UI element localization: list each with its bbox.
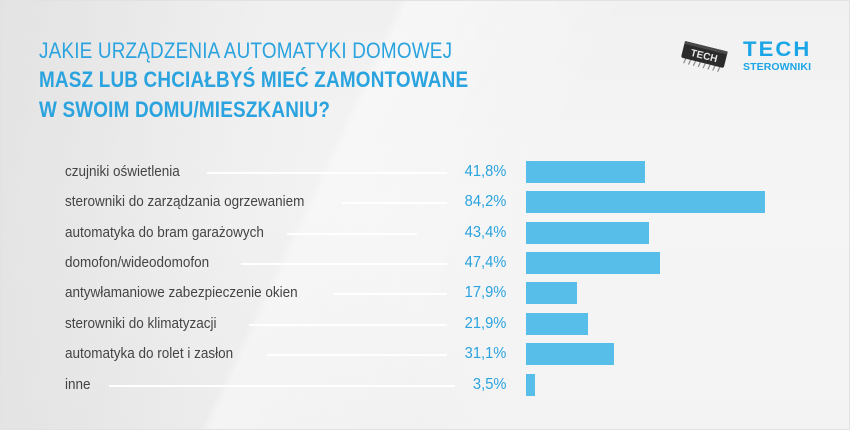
leader-line	[109, 385, 455, 387]
title-line-2: MASZ LUB CHCIAŁBYŚ MIEĆ ZAMONTOWANE	[39, 67, 469, 92]
title-line-3: W SWOIM DOMU/MIESZKANIU?	[39, 97, 331, 122]
bar	[526, 252, 660, 274]
chart-row: sterowniki do klimatyzacji 21,9%	[1, 313, 849, 335]
chart-row: czujniki oświetlenia 41,8%	[1, 161, 849, 183]
row-label: antywłamaniowe zabezpieczenie okien	[65, 284, 298, 301]
chip-logo-icon: TECH	[681, 40, 728, 73]
row-value: 17,9%	[464, 284, 506, 301]
chart-row: sterowniki do zarządzania ogrzewaniem 84…	[1, 191, 849, 213]
bar	[526, 343, 614, 365]
row-label: czujniki oświetlenia	[65, 163, 180, 180]
row-label: domofon/wideodomofon	[65, 254, 210, 271]
leader-line	[207, 172, 447, 174]
bar	[526, 282, 577, 304]
bar	[526, 222, 649, 244]
row-label: inne	[65, 376, 91, 393]
row-value: 3,5%	[472, 376, 506, 393]
row-value: 31,1%	[464, 345, 506, 362]
chart-row: antywłamaniowe zabezpieczenie okien 17,9…	[1, 282, 849, 304]
brand-logo-text: TECH	[743, 38, 812, 61]
chart-row: domofon/wideodomofon 47,4%	[1, 252, 849, 274]
row-label: automatyka do bram garażowych	[65, 224, 264, 241]
title-line-1: JAKIE URZĄDZENIA AUTOMATYKI DOMOWEJ	[39, 38, 453, 63]
background-shade	[1, 1, 521, 429]
row-value: 21,9%	[464, 315, 506, 332]
bar	[526, 161, 645, 183]
chart-row: automatyka do rolet i zasłon 31,1%	[1, 343, 849, 365]
row-value: 43,4%	[464, 224, 506, 241]
row-value: 84,2%	[464, 193, 506, 210]
row-label: automatyka do rolet i zasłon	[65, 345, 234, 362]
leader-line	[267, 354, 447, 356]
chart-row: automatyka do bram garażowych 43,4%	[1, 222, 849, 244]
brand-logo-subtitle: STEROWNIKI	[743, 61, 812, 73]
leader-line	[249, 324, 447, 326]
leader-line	[342, 202, 447, 204]
bar	[526, 313, 588, 335]
leader-line	[241, 263, 447, 265]
bar	[526, 191, 765, 213]
bar	[526, 374, 535, 396]
chart-row: inne 3,5%	[1, 374, 849, 396]
row-label: sterowniki do klimatyzacji	[65, 315, 217, 332]
row-value: 47,4%	[464, 254, 506, 271]
row-value: 41,8%	[464, 163, 506, 180]
leader-line	[334, 293, 447, 295]
leader-line	[287, 233, 417, 235]
chart-title: JAKIE URZĄDZENIA AUTOMATYKI DOMOWEJ MASZ…	[39, 37, 538, 125]
row-label: sterowniki do zarządzania ogrzewaniem	[65, 193, 305, 210]
